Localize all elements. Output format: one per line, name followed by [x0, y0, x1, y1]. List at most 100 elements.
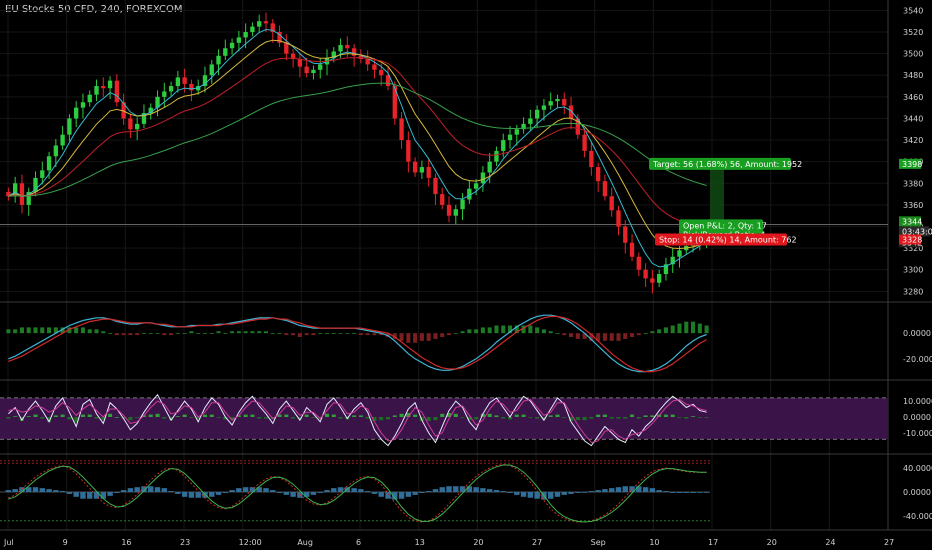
rsi-hist-bar: [426, 417, 431, 421]
macd-hist-bar: [223, 333, 228, 334]
rsi-hist-bar: [202, 414, 208, 417]
macd-line: [8, 314, 707, 373]
rsi-hist-bar: [704, 417, 709, 418]
candle-body: [121, 102, 126, 119]
rsi-hist-bar: [514, 414, 519, 417]
candle-body: [528, 118, 533, 124]
rsi-hist-bar: [128, 417, 133, 421]
rsi-pane: [0, 393, 888, 447]
rsi-hist-bar: [94, 417, 99, 419]
macd-hist-bar: [33, 327, 38, 334]
stoch-hist-bar: [446, 486, 452, 492]
stoch-hist-bar: [100, 492, 107, 499]
price-tag: 3344: [902, 217, 922, 226]
rsi-hist-bar: [487, 413, 492, 417]
candle-body: [670, 256, 675, 265]
candle-body: [562, 99, 567, 106]
rsi-hist-bar: [541, 417, 546, 420]
macd-hist-bar: [589, 333, 594, 341]
stoch-hist-bar: [222, 492, 229, 493]
macd-hist-bar: [487, 327, 492, 334]
candle-body: [629, 242, 635, 257]
candle-body: [548, 101, 553, 106]
macd-tick-label: -20.0000: [903, 355, 932, 364]
stoch-hist-bar: [80, 492, 86, 499]
rsi-hist-bar: [47, 417, 52, 422]
macd-hist-bar: [467, 329, 472, 334]
macd-hist-bar: [453, 333, 458, 334]
price-tick-label: 3480: [903, 71, 923, 80]
candle-body: [521, 123, 526, 130]
rsi-hist-bar: [101, 417, 106, 421]
macd-hist-bar: [406, 333, 411, 343]
rsi-hist-bar: [318, 417, 323, 419]
rsi-hist-bar: [616, 417, 621, 419]
rsi-hist-bar: [338, 417, 343, 419]
macd-hist-bar: [697, 323, 702, 334]
stoch-hist-bar: [507, 492, 513, 493]
stoch-hist-bar: [371, 492, 378, 494]
x-axis: Jul 9 16 23 12:00 Aug 6 13 20 27 Sep 10 17 20 24 27: [3, 538, 894, 547]
stoch-hist-bar: [547, 492, 554, 499]
macd-hist-bar: [535, 327, 540, 334]
candle-body: [6, 191, 11, 197]
open-pl-label-text: Open P&L: 2, Qty: 17: [683, 221, 767, 230]
macd-hist-bar: [440, 333, 445, 338]
candle-body: [595, 167, 601, 182]
macd-hist-bar: [433, 333, 438, 339]
stoch-hist-bar: [575, 492, 581, 493]
rsi-band: [0, 397, 888, 440]
macd-hist-bar: [426, 333, 431, 341]
macd-hist-bar: [575, 333, 580, 339]
price-tick-label: 3540: [903, 6, 923, 15]
candle-body: [19, 183, 25, 205]
candle-body: [168, 86, 174, 92]
rsi-hist-bar: [26, 416, 31, 418]
macd-hist-bar: [528, 325, 533, 334]
macd-hist-bar: [372, 333, 377, 336]
ema-line: [8, 82, 707, 197]
stoch-hist-bar: [514, 492, 520, 495]
macd-hist-bar: [263, 331, 269, 334]
rsi-hist-bar: [677, 417, 682, 418]
macd-hist-bar: [169, 333, 174, 336]
macd-hist-bar: [670, 325, 675, 334]
rsi-hist-bar: [33, 414, 38, 417]
stoch-hist-bar: [473, 487, 479, 492]
price-tag-bg: [899, 216, 921, 227]
candle-body: [345, 44, 350, 49]
price-tick-label: 3280: [903, 287, 923, 296]
x-tick-label: 20: [473, 538, 483, 547]
rsi-hist-bar: [358, 415, 363, 417]
rsi-hist-bar: [169, 417, 174, 421]
macd-hist-bar: [569, 333, 574, 338]
stoch-hist-bar: [385, 492, 391, 499]
price-tick-label: 3460: [903, 93, 923, 102]
rsi-hist-bar: [528, 417, 533, 418]
candle-body: [467, 188, 472, 200]
macd-hist-bar: [324, 333, 330, 334]
macd-hist-bar: [691, 321, 696, 334]
x-tick-label: 10: [649, 538, 659, 547]
rsi-hist-bar: [562, 417, 567, 418]
candle-body: [250, 26, 255, 33]
macd-hist-bar: [243, 331, 248, 334]
stoch-hist-bar: [66, 492, 73, 494]
macd-tick-label: 0.0000: [903, 329, 931, 338]
rsi-hist-bar: [324, 413, 330, 417]
signal-line: [8, 315, 707, 373]
stoch-hist-bar: [236, 488, 242, 492]
candle-body: [534, 109, 540, 119]
stoch-hist-bar: [656, 490, 662, 492]
candle-body: [148, 107, 153, 114]
stoch-hist-bar: [568, 492, 574, 494]
rsi-hist-bar: [236, 415, 241, 417]
rsi-hist-bar: [209, 414, 214, 417]
macd-hist-bar: [541, 329, 546, 334]
stoch-hist-bar: [188, 492, 195, 498]
rsi-hist-bar: [114, 417, 119, 418]
stoch-hist-bar: [141, 486, 147, 492]
rsi-hist-bar: [433, 417, 438, 421]
rsi-hist-bar: [284, 414, 289, 417]
